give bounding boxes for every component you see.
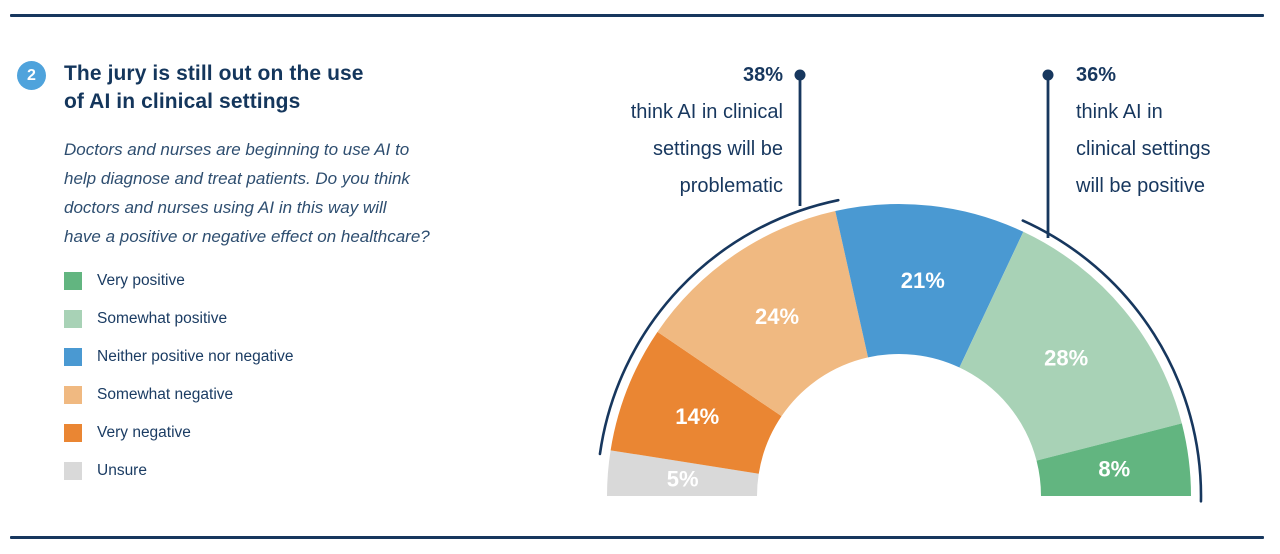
top-divider bbox=[10, 14, 1264, 17]
legend-swatch-somewhat-negative bbox=[64, 386, 82, 404]
legend-swatch-very-positive bbox=[64, 272, 82, 290]
legend-label: Neither positive nor negative bbox=[97, 348, 294, 365]
section-number-badge: 2 bbox=[17, 61, 46, 90]
legend-item-somewhat-negative: Somewhat negative bbox=[64, 386, 293, 404]
segment-neither-positive-nor-negative bbox=[835, 204, 1024, 368]
callout-positive-text: think AI in bbox=[1076, 101, 1163, 123]
legend-label: Very positive bbox=[97, 272, 185, 289]
segment-value-label-very-negative: 14% bbox=[675, 404, 719, 429]
survey-question-line: Doctors and nurses are beginning to use … bbox=[64, 140, 410, 159]
title-line-1: The jury is still out on the use bbox=[64, 62, 364, 85]
legend-item-unsure: Unsure bbox=[64, 462, 293, 480]
segment-value-label-somewhat-negative: 24% bbox=[755, 304, 799, 329]
legend-swatch-very-negative bbox=[64, 424, 82, 442]
legend-item-somewhat-positive: Somewhat positive bbox=[64, 310, 293, 328]
legend-label: Somewhat negative bbox=[97, 386, 234, 403]
callout-positive-text: will be positive bbox=[1076, 175, 1205, 197]
legend: Very positive Somewhat positive Neither po… bbox=[64, 272, 293, 500]
survey-question-line: help diagnose and treat patients. Do you… bbox=[64, 169, 410, 188]
legend-swatch-unsure bbox=[64, 462, 82, 480]
survey-question-line: have a positive or negative effect on he… bbox=[64, 227, 430, 246]
callout-dot-right bbox=[1042, 69, 1054, 81]
legend-label: Very negative bbox=[97, 424, 191, 441]
callout-problematic-text: problematic bbox=[679, 175, 783, 197]
callout-positive-text: clinical settings bbox=[1076, 138, 1211, 160]
segment-value-label-somewhat-positive: 28% bbox=[1044, 345, 1088, 370]
segment-very-positive bbox=[1036, 423, 1191, 496]
segment-somewhat-negative bbox=[657, 211, 869, 417]
legend-swatch-neither-positive-nor-negative bbox=[64, 348, 82, 366]
callout-problematic-text: settings will be bbox=[652, 138, 783, 160]
bracket-arc-right bbox=[1021, 219, 1203, 503]
segment-value-label-neither-positive-nor-negative: 21% bbox=[901, 268, 945, 293]
legend-item-very-positive: Very positive bbox=[64, 272, 293, 290]
bracket-arc-left bbox=[598, 198, 840, 456]
callout-positive-value: 36% bbox=[1076, 64, 1117, 86]
legend-swatch-somewhat-positive bbox=[64, 310, 82, 328]
segment-unsure bbox=[607, 450, 759, 496]
section-title: The jury is still out on the use of AI i… bbox=[64, 60, 364, 116]
callout-problematic-value: 38% bbox=[742, 64, 783, 86]
callout-positive: 36% think AI in clinical settings will b… bbox=[1076, 57, 1211, 205]
segment-somewhat-positive bbox=[959, 231, 1182, 461]
survey-question: Doctors and nurses are beginning to use … bbox=[64, 135, 430, 251]
segment-value-label-unsure: 5% bbox=[667, 467, 699, 492]
survey-question-line: doctors and nurses using AI in this way … bbox=[64, 198, 387, 217]
legend-item-very-negative: Very negative bbox=[64, 424, 293, 442]
bottom-divider bbox=[10, 536, 1264, 539]
title-line-2: of AI in clinical settings bbox=[64, 90, 301, 113]
callout-problematic-text: think AI in clinical bbox=[630, 101, 783, 123]
callout-problematic: 38% think AI in clinical settings will b… bbox=[631, 57, 783, 205]
legend-label: Somewhat positive bbox=[97, 310, 228, 327]
segment-very-negative bbox=[610, 331, 782, 474]
callout-dot-left bbox=[794, 69, 806, 81]
segment-value-label-very-positive: 8% bbox=[1098, 457, 1130, 482]
legend-item-neither-positive-nor-negative: Neither positive nor negative bbox=[64, 348, 293, 366]
legend-label: Unsure bbox=[97, 462, 147, 479]
